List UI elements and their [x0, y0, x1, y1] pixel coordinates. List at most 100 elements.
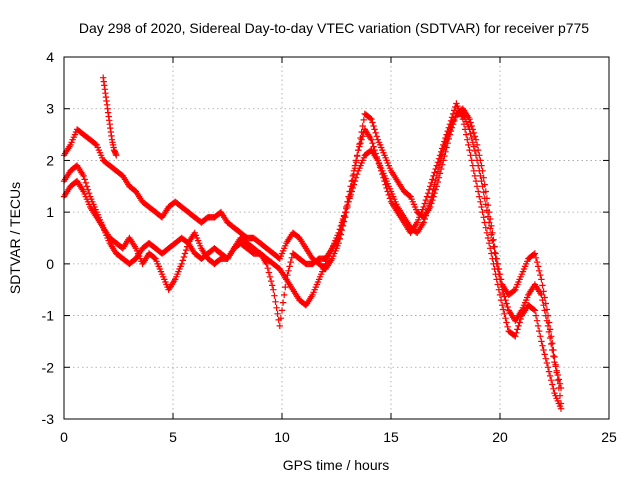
data-point-series-3: [468, 157, 475, 164]
data-point-series-3: [344, 198, 351, 205]
data-point-series-3: [369, 140, 376, 147]
data-point-series-3: [463, 131, 470, 138]
plot-frame: [63, 56, 610, 420]
data-point-series-1: [373, 133, 380, 140]
data-point-series-3: [478, 203, 485, 211]
data-point-series-3: [482, 224, 489, 231]
data-point-series-1: [475, 146, 482, 154]
data-point-series-3: [445, 124, 452, 131]
y-tick-label: 4: [46, 49, 54, 65]
data-point-series-3: [386, 195, 394, 202]
data-point-series-1: [536, 267, 543, 274]
data-point-series-3: [513, 329, 520, 336]
data-point-series-3: [476, 193, 483, 200]
data-point-series-3: [471, 172, 479, 180]
data-point-series-3: [516, 319, 523, 326]
data-point-series-3: [427, 183, 434, 190]
data-point-series-1: [534, 263, 542, 270]
data-point-series-3: [337, 226, 345, 233]
data-point-series-2: [501, 293, 508, 300]
data-point-series-1: [371, 126, 378, 133]
x-tick-label: 20: [492, 429, 508, 445]
data-point-series-3: [266, 273, 274, 280]
data-point-series-2: [354, 171, 361, 178]
data-point-series-2: [422, 212, 430, 219]
data-point-series-3: [371, 146, 378, 154]
data-point-series-3: [467, 152, 474, 159]
data-point-series-3: [439, 145, 446, 152]
data-point-series-2: [556, 380, 564, 387]
data-point-series-3: [530, 306, 537, 313]
data-point-series-3: [436, 152, 444, 159]
data-point-series-2: [539, 296, 546, 304]
data-point-series-3: [285, 267, 292, 274]
y-tick-label: 0: [46, 256, 54, 272]
data-point-series-2: [552, 363, 559, 370]
data-point-series-3: [350, 167, 358, 174]
data-point-series-3: [536, 327, 543, 335]
data-points: [60, 74, 565, 412]
data-point-series-3: [263, 260, 270, 268]
data-point-series-3: [479, 208, 486, 216]
data-point-series-2: [487, 225, 494, 232]
data-point-series-2: [557, 384, 565, 392]
data-point-series-2: [538, 291, 545, 299]
data-point-series-3: [378, 167, 385, 174]
data-point-series-3: [338, 221, 346, 229]
data-point-series-2: [82, 179, 89, 186]
data-point-series-1: [470, 129, 477, 136]
data-point-series-3: [270, 286, 277, 293]
data-point-series-1: [468, 122, 475, 130]
data-point-series-3: [461, 126, 469, 133]
data-point-series-3: [287, 258, 294, 266]
data-point-series-3: [357, 140, 364, 147]
data-point-series-3: [446, 121, 454, 128]
data-point-series-2: [481, 195, 488, 202]
data-point-series-2: [549, 346, 556, 354]
data-point-series-3: [448, 114, 456, 121]
data-point-series-1: [537, 271, 544, 279]
data-point-series-3: [340, 213, 348, 220]
data-point-series-2: [546, 334, 554, 342]
data-point-series-1: [549, 340, 556, 347]
data-point-series-2: [544, 322, 552, 330]
data-point-series-2: [490, 243, 497, 250]
data-point-series-2: [468, 134, 475, 142]
data-point-series-2: [476, 167, 483, 174]
data-point-series-3: [515, 322, 522, 330]
data-point-series-3: [180, 253, 188, 261]
data-point-series-3: [503, 319, 510, 326]
data-point-series-3: [442, 134, 449, 142]
data-point-series-3: [349, 172, 357, 180]
y-tick-label: 3: [46, 101, 54, 117]
data-point-series-3: [541, 351, 548, 358]
data-point-series-3: [485, 240, 493, 247]
data-point-series-3: [151, 254, 158, 261]
data-point-series-1: [473, 141, 481, 149]
data-point-series-3: [382, 181, 389, 188]
x-axis-label: GPS time / hours: [283, 457, 390, 473]
data-point-series-2: [484, 213, 492, 220]
data-point-series-3: [495, 286, 503, 293]
data-point-series-3: [545, 368, 553, 375]
data-point-series-3: [489, 255, 496, 262]
data-point-series-2: [479, 183, 486, 190]
data-point-series-3: [269, 282, 276, 289]
data-point-spike: [108, 132, 115, 140]
data-point-series-3: [533, 317, 541, 324]
data-point-series-2: [482, 201, 489, 208]
data-point-series-2: [81, 176, 88, 183]
data-point-series-3: [542, 355, 549, 362]
data-point-series-3: [488, 250, 495, 257]
data-point-series-3: [538, 338, 545, 345]
data-point-series-2: [503, 300, 510, 307]
data-point-series-3: [428, 179, 435, 186]
data-point-series-3: [480, 214, 487, 221]
data-point-series-3: [430, 172, 437, 180]
data-point-series-3: [444, 127, 451, 135]
data-point-series-1: [480, 174, 487, 181]
data-point-series-3: [490, 260, 497, 268]
data-point-series-3: [546, 372, 554, 380]
data-point-series-3: [335, 234, 342, 242]
